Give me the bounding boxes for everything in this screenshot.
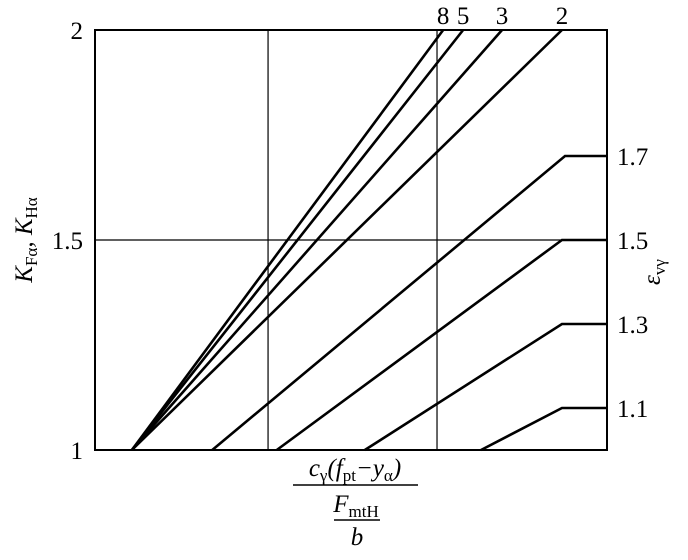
line <box>480 406 607 452</box>
series-label: 1.1 <box>617 396 648 423</box>
line <box>130 29 504 451</box>
subscript: γ <box>319 466 328 485</box>
subscript: Hα <box>22 197 41 218</box>
x-label-divisor: b <box>351 524 364 551</box>
line <box>364 322 607 452</box>
line <box>130 29 445 451</box>
y2-axis-label: εvγ <box>639 259 669 285</box>
x-label-numerator: cγ(fpt−yα) <box>309 455 401 485</box>
label-run: ε <box>639 275 666 285</box>
line <box>130 29 563 451</box>
subscript: mtH <box>349 502 379 521</box>
series-label: 2 <box>556 3 569 30</box>
y-tick-label: 1 <box>71 438 84 465</box>
label-run: , K <box>11 217 38 248</box>
series-label: 3 <box>496 3 509 30</box>
y-tick-label: 1.5 <box>52 228 83 255</box>
subscript: Fα <box>22 248 41 266</box>
label-run: ) <box>391 455 401 482</box>
series-label: 5 <box>457 3 470 30</box>
series-label: 8 <box>437 3 450 30</box>
x-label-denominator: FmtH <box>332 491 379 521</box>
line <box>211 154 607 451</box>
label-run: K <box>11 265 38 284</box>
series-label: 1.5 <box>617 228 648 255</box>
line <box>130 29 465 451</box>
label-run: −y <box>356 455 385 482</box>
series-label: 1.3 <box>617 312 648 339</box>
series-label: 1.7 <box>617 144 648 171</box>
label-run: (f <box>327 455 345 482</box>
label-run: F <box>332 491 349 518</box>
label-run: c <box>309 455 320 482</box>
line <box>275 238 607 452</box>
y-tick-label: 2 <box>71 18 84 45</box>
y-axis-label: KFα, KHα <box>11 197 41 284</box>
subscript: α <box>384 466 393 485</box>
subscript: pt <box>343 466 357 485</box>
subscript: vγ <box>650 259 669 276</box>
